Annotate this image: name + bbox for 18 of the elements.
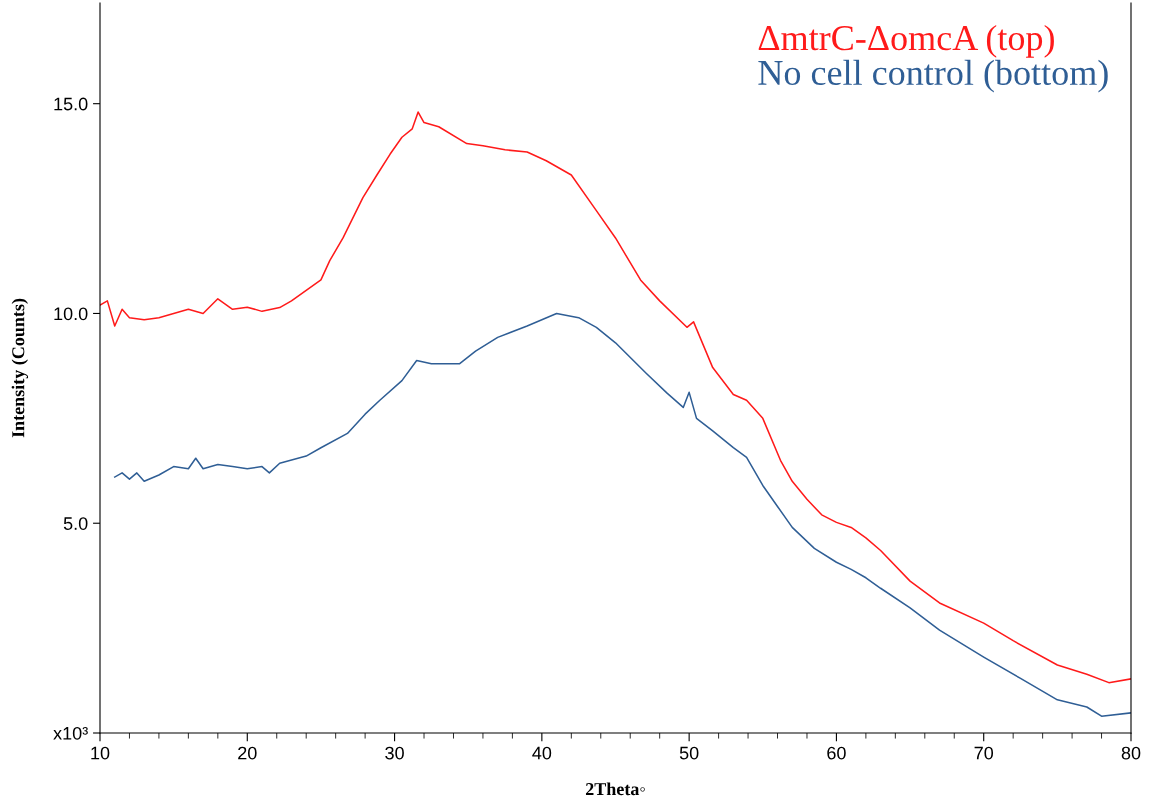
y-tick-label: 15.0: [54, 97, 88, 111]
x-tick-label: 20: [238, 746, 257, 760]
y-tick-label: 10.0: [54, 307, 88, 321]
x-tick-label: 40: [532, 746, 552, 760]
y-tick-label: 5.0: [63, 517, 88, 530]
x-axis-title: 2Theta◦: [585, 782, 645, 796]
line-series: [113, 312, 1131, 717]
y-tick-label: x10³: [53, 726, 88, 740]
y-axis-title: Intensity (Counts): [11, 298, 29, 438]
line-series: [100, 111, 1131, 684]
x-tick-label: 70: [974, 746, 994, 760]
text: ΔmtrC-ΔomcA (top): [758, 24, 1054, 58]
x-tick-label: 10: [91, 746, 110, 760]
x-tick-label: 30: [385, 746, 404, 760]
x-tick-label: 60: [827, 746, 846, 760]
x-tick-label: 50: [679, 746, 699, 760]
text: No cell control (bottom): [758, 59, 1108, 93]
x-tick-label: 80: [1121, 746, 1141, 760]
